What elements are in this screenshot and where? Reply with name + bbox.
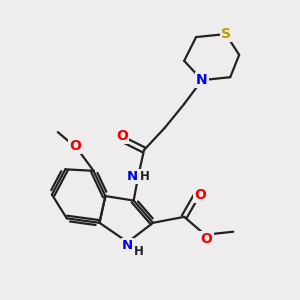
Text: H: H	[134, 244, 144, 258]
Text: N: N	[122, 239, 133, 252]
Text: O: O	[69, 139, 81, 152]
Text: H: H	[140, 170, 150, 183]
Text: O: O	[116, 129, 128, 143]
Text: N: N	[196, 73, 208, 87]
Text: O: O	[195, 188, 206, 202]
Text: S: S	[221, 27, 231, 41]
Text: O: O	[200, 232, 212, 246]
Text: N: N	[127, 170, 138, 183]
